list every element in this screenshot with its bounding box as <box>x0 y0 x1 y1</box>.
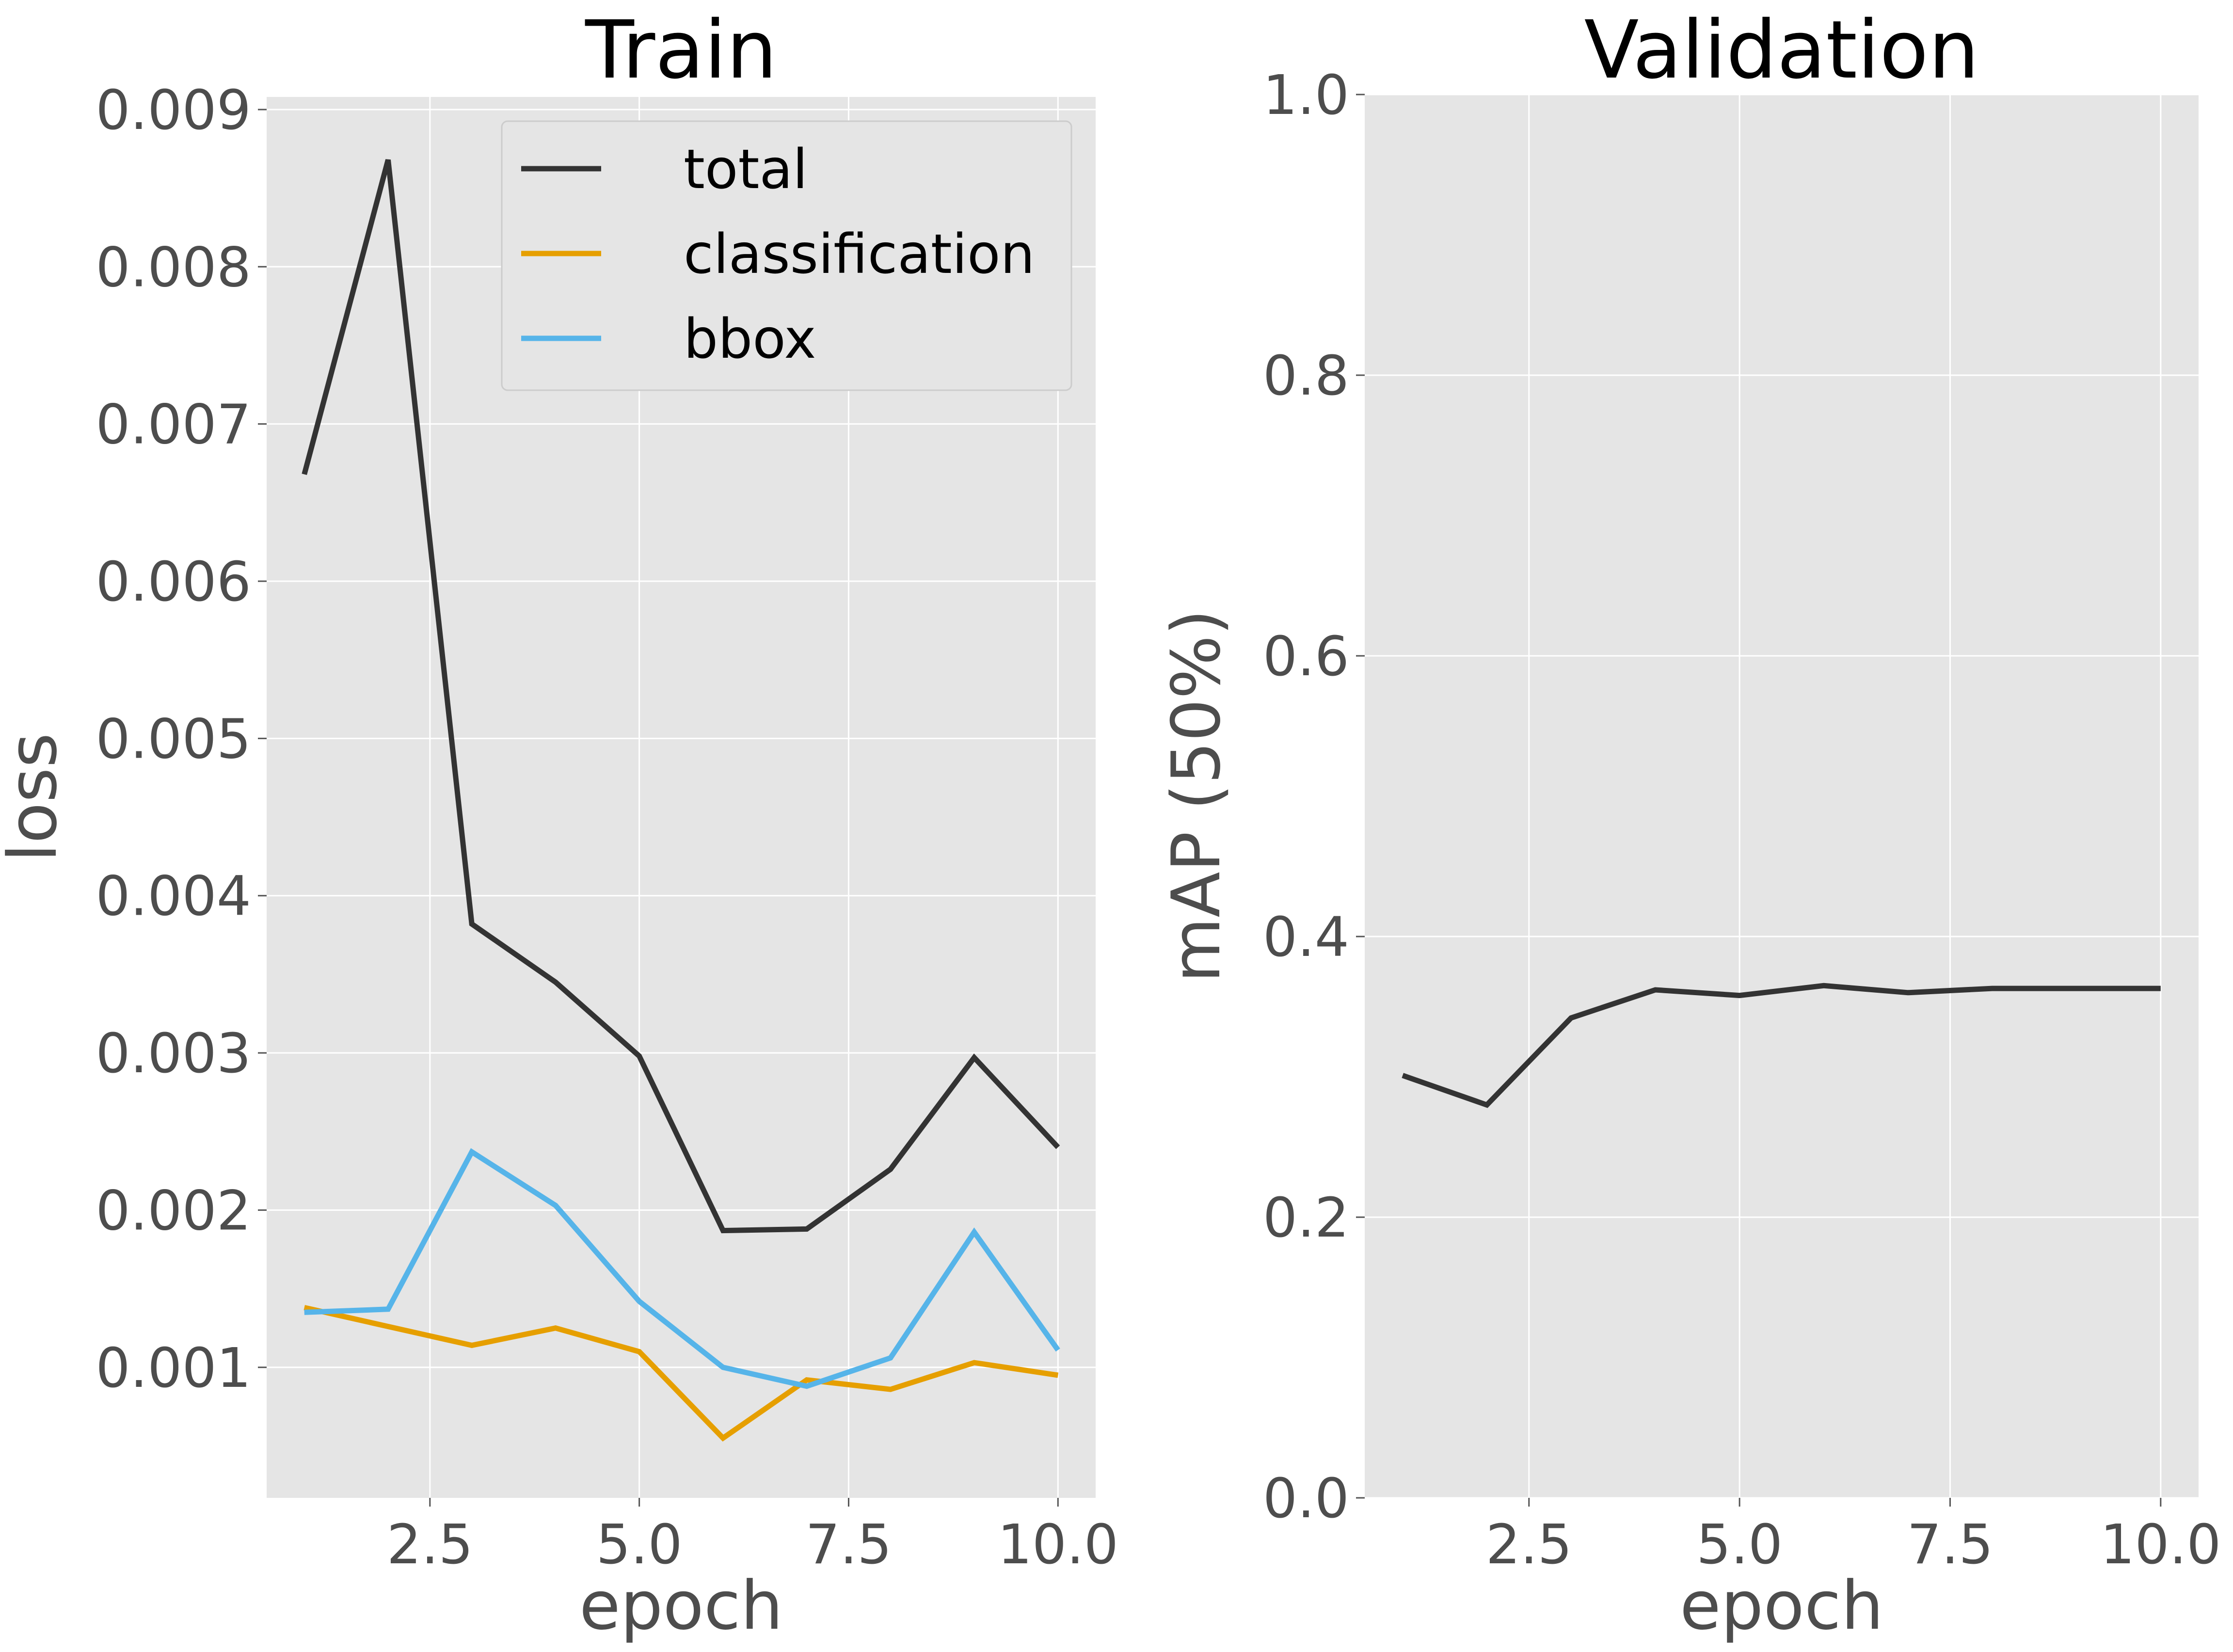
train-y-tick-label: 0.006 <box>96 551 251 614</box>
validation-x-axis-label: epoch <box>1680 1567 1883 1645</box>
train-y-axis-label: loss <box>0 733 72 862</box>
train-y-tick-label: 0.002 <box>96 1179 251 1242</box>
validation-series-map-line <box>1402 983 2161 1108</box>
train-x-tick-label: 10.0 <box>998 1513 1118 1576</box>
validation-y-tick-label: 1.0 <box>1263 64 1349 127</box>
validation-x-tick-label: 2.5 <box>1486 1513 1572 1576</box>
train-x-axis-label: epoch <box>579 1567 783 1645</box>
train-x-tick-label: 5.0 <box>596 1513 683 1576</box>
validation-x-tick-label: 7.5 <box>1907 1513 1993 1576</box>
validation-title: Validation <box>1584 3 1979 96</box>
train-y-tick-label: 0.003 <box>96 1022 251 1085</box>
train-y-tick-label: 0.007 <box>96 394 251 457</box>
validation-y-tick-label: 0.6 <box>1263 625 1349 688</box>
validation-plot-area <box>1365 95 2199 1498</box>
train-title: Train <box>585 3 777 96</box>
validation-y-tick-label: 0.8 <box>1263 345 1349 408</box>
train-y-tick-label: 0.009 <box>96 79 251 142</box>
train-y-tick-label: 0.008 <box>96 236 251 299</box>
legend-label-bbox: bbox <box>684 308 816 371</box>
train-y-tick-label: 0.005 <box>96 708 251 771</box>
validation-panel: 2.5 5.0 7.5 10.0 0.0 0.2 0.4 0.6 0.8 1.0 Validati… <box>1157 3 2221 1645</box>
validation-x-tick-label: 10.0 <box>2100 1513 2221 1576</box>
train-series-total-line <box>302 159 1060 1234</box>
train-series <box>302 159 1060 1442</box>
validation-ticks: 2.5 5.0 7.5 10.0 0.0 0.2 0.4 0.6 0.8 1.0 <box>1263 64 2221 1576</box>
validation-y-axis-label: mAP (50%) <box>1157 609 1235 983</box>
train-ticks: 2.5 5.0 7.5 10.0 0.001 0.002 0.003 0.004 0.005 0.… <box>96 79 1118 1576</box>
train-x-tick-label: 7.5 <box>805 1513 892 1576</box>
train-panel: 2.5 5.0 7.5 10.0 0.001 0.002 0.003 0.004 0.005 0.… <box>0 3 1118 1645</box>
train-y-tick-label: 0.001 <box>96 1337 251 1400</box>
validation-y-tick-label: 0.4 <box>1263 906 1349 969</box>
train-legend: total classification bbox <box>501 120 1072 391</box>
validation-y-tick-label: 0.0 <box>1263 1467 1349 1530</box>
validation-series <box>1402 983 2161 1108</box>
legend-box <box>501 120 1072 391</box>
validation-y-tick-label: 0.2 <box>1263 1187 1349 1250</box>
train-series-bbox-line <box>304 1148 1060 1389</box>
train-x-tick-label: 2.5 <box>387 1513 473 1576</box>
validation-x-tick-label: 5.0 <box>1696 1513 1783 1576</box>
legend-label-total: total <box>684 138 808 201</box>
validation-grid <box>1365 94 2199 1499</box>
train-series-classification-line <box>303 1305 1059 1442</box>
legend-label-classification: classification <box>684 223 1035 286</box>
train-y-tick-label: 0.004 <box>96 865 251 928</box>
